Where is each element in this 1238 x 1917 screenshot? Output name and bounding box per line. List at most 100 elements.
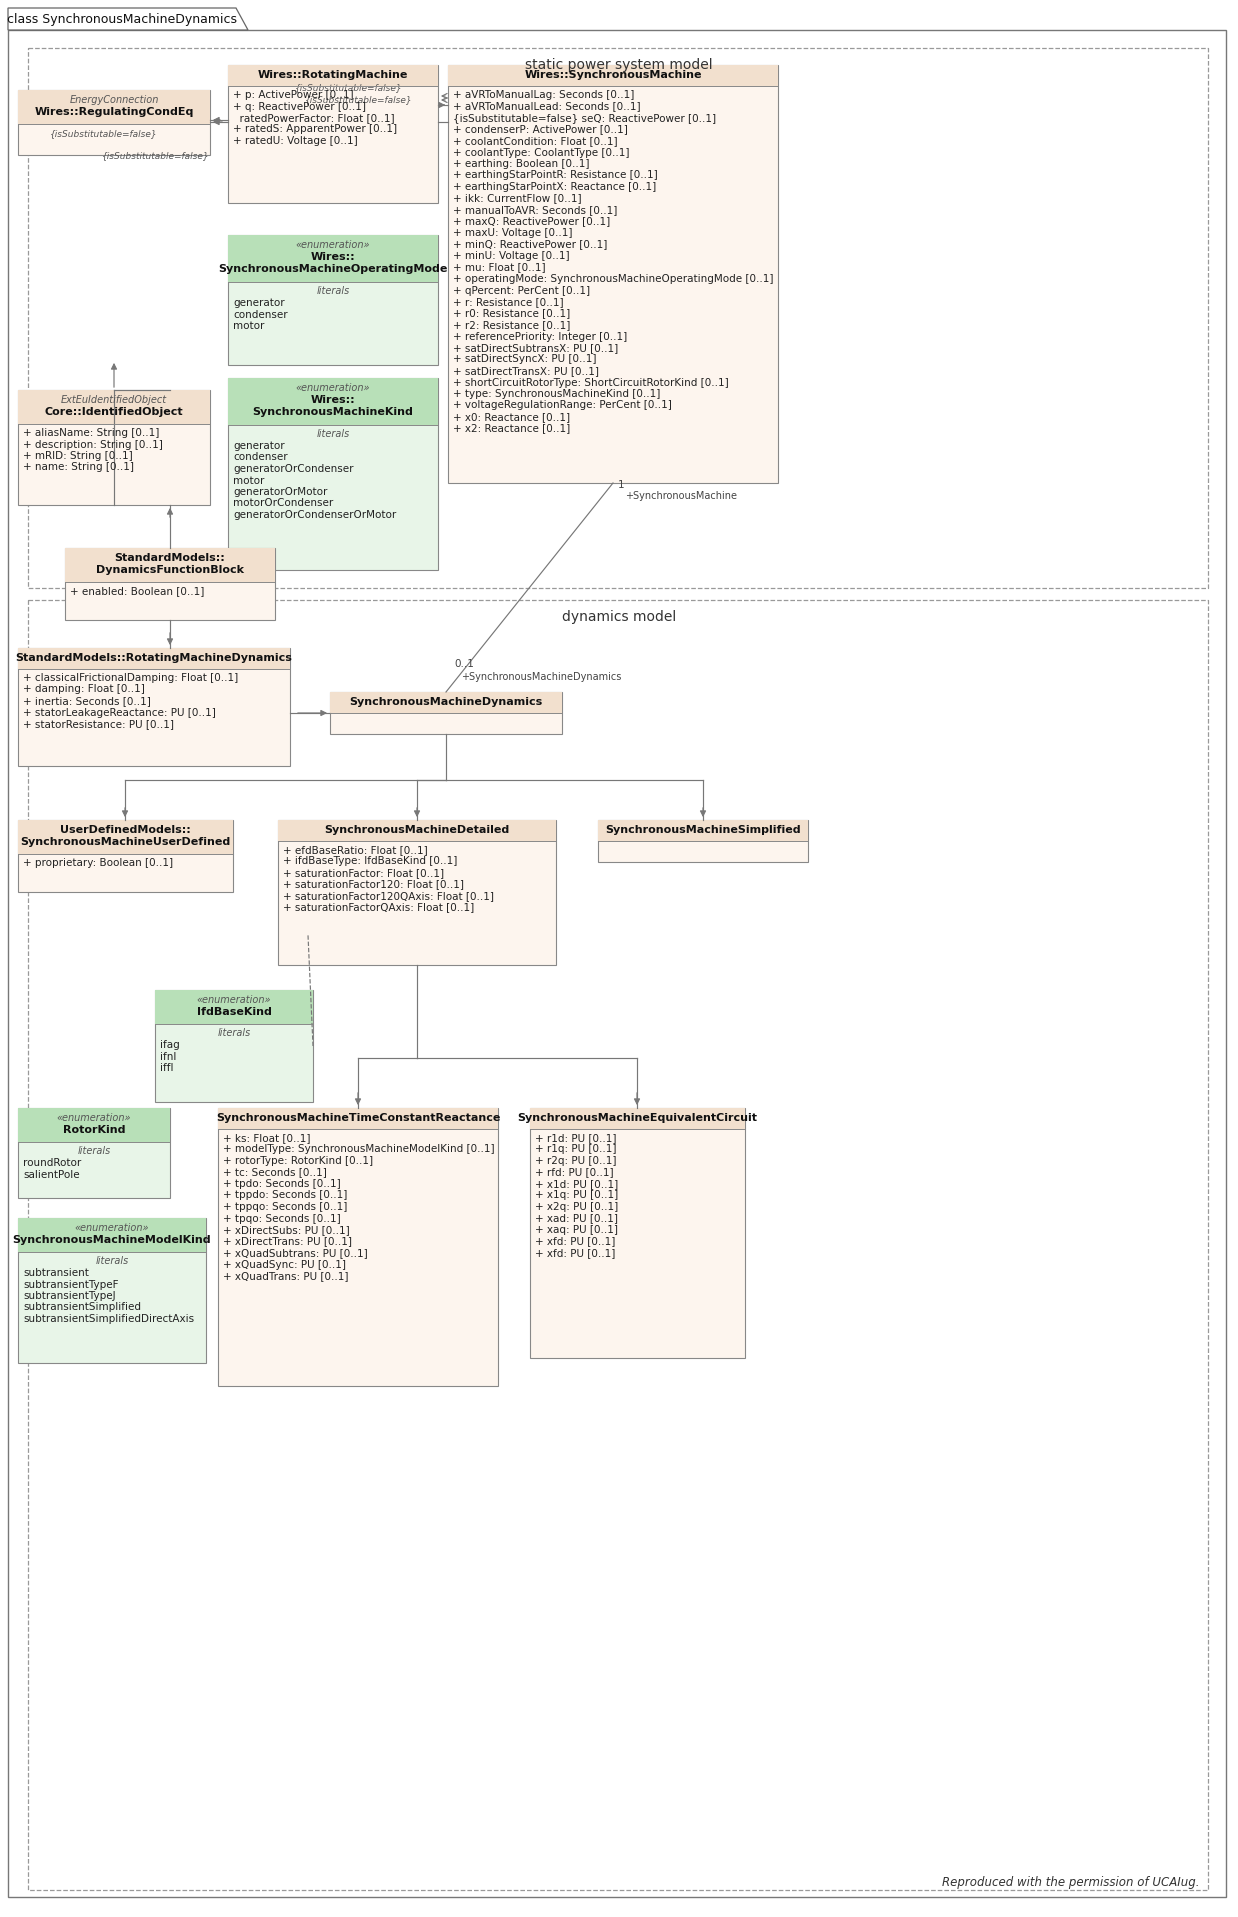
Text: + x0: Reactance [0..1]: + x0: Reactance [0..1] [453,412,571,422]
Bar [448,65,777,483]
Text: SynchronousMachineEquivalentCircuit: SynchronousMachineEquivalentCircuit [517,1114,758,1123]
Text: subtransientTypeF: subtransientTypeF [24,1279,119,1290]
Text: roundRotor: roundRotor [24,1158,82,1167]
Text: literals: literals [95,1256,129,1265]
Text: {isSubstitutable=false} seQ: ReactivePower [0..1]: {isSubstitutable=false} seQ: ReactivePow… [453,113,716,123]
Bar [66,548,275,619]
Text: + coolantType: CoolantType [0..1]: + coolantType: CoolantType [0..1] [453,148,629,157]
Text: + saturationFactorQAxis: Float [0..1]: + saturationFactorQAxis: Float [0..1] [284,903,474,912]
Text: + inertia: Seconds [0..1]: + inertia: Seconds [0..1] [24,696,151,705]
Text: SynchronousMachineModelKind: SynchronousMachineModelKind [12,1235,212,1244]
Text: + xQuadSubtrans: PU [0..1]: + xQuadSubtrans: PU [0..1] [223,1248,368,1258]
Text: + xfd: PU [0..1]: + xfd: PU [0..1] [535,1236,615,1246]
Text: {isSubstitutable=false}: {isSubstitutable=false} [102,151,209,159]
Text: {isSubstitutable=false}: {isSubstitutable=false} [295,82,402,92]
Text: Wires::RegulatingCondEq: Wires::RegulatingCondEq [35,107,193,117]
Bar [228,65,438,203]
Bar [19,389,210,504]
Text: Wires::SynchronousMachine: Wires::SynchronousMachine [524,71,702,81]
Text: + statorLeakageReactance: PU [0..1]: + statorLeakageReactance: PU [0..1] [24,707,215,717]
Text: condenser: condenser [233,309,287,320]
Bar [19,389,210,424]
Text: + saturationFactor120QAxis: Float [0..1]: + saturationFactor120QAxis: Float [0..1] [284,891,494,901]
Bar [155,989,313,1102]
Bar [19,1217,206,1252]
Text: + satDirectSyncX: PU [0..1]: + satDirectSyncX: PU [0..1] [453,355,597,364]
Text: literals: literals [317,429,349,439]
Text: 0..1: 0..1 [454,659,474,669]
Text: + aVRToManualLag: Seconds [0..1]: + aVRToManualLag: Seconds [0..1] [453,90,634,100]
Bar [448,65,777,86]
Text: «enumeration»: «enumeration» [296,240,370,249]
Text: + q: ReactivePower [0..1]: + q: ReactivePower [0..1] [233,102,366,111]
Text: + mRID: String [0..1]: + mRID: String [0..1] [24,450,132,460]
Text: + tpdo: Seconds [0..1]: + tpdo: Seconds [0..1] [223,1179,340,1189]
Text: + aVRToManualLead: Seconds [0..1]: + aVRToManualLead: Seconds [0..1] [453,102,640,111]
Text: + xQuadTrans: PU [0..1]: + xQuadTrans: PU [0..1] [223,1271,349,1281]
Text: + qPercent: PerCent [0..1]: + qPercent: PerCent [0..1] [453,286,591,295]
Text: + ratedS: ApparentPower [0..1]: + ratedS: ApparentPower [0..1] [233,125,397,134]
Bar [218,1108,498,1386]
Text: + rotorType: RotorKind [0..1]: + rotorType: RotorKind [0..1] [223,1156,373,1166]
Text: + ks: Float [0..1]: + ks: Float [0..1] [223,1133,311,1143]
Bar [228,236,438,364]
Text: subtransientSimplified: subtransientSimplified [24,1302,141,1313]
Bar [598,820,808,863]
Text: + minQ: ReactivePower [0..1]: + minQ: ReactivePower [0..1] [453,240,608,249]
Text: Wires::
SynchronousMachineKind: Wires:: SynchronousMachineKind [253,395,413,416]
Text: SynchronousMachineDynamics: SynchronousMachineDynamics [349,698,542,707]
Bar [530,1108,745,1129]
Text: ExtEuIdentifiedObject: ExtEuIdentifiedObject [61,395,167,404]
Text: subtransientTypeJ: subtransientTypeJ [24,1290,115,1302]
Text: StandardModels::RotatingMachineDynamics: StandardModels::RotatingMachineDynamics [16,654,292,663]
Bar [530,1108,745,1357]
Text: motor: motor [233,475,265,485]
Text: dynamics model: dynamics model [562,610,676,625]
Bar [228,378,438,426]
Text: static power system model: static power system model [525,58,713,73]
Text: generator: generator [233,297,285,309]
Text: ifnl: ifnl [160,1052,176,1062]
Text: + ifdBaseType: IfdBaseKind [0..1]: + ifdBaseType: IfdBaseKind [0..1] [284,857,457,866]
Text: + type: SynchronousMachineKind [0..1]: + type: SynchronousMachineKind [0..1] [453,389,660,399]
Bar [19,90,210,125]
Text: + earthingStarPointX: Reactance [0..1]: + earthingStarPointX: Reactance [0..1] [453,182,656,192]
Text: + maxQ: ReactivePower [0..1]: + maxQ: ReactivePower [0..1] [453,217,610,226]
Text: + damping: Float [0..1]: + damping: Float [0..1] [24,684,145,694]
Bar [19,648,290,669]
Text: + xDirectTrans: PU [0..1]: + xDirectTrans: PU [0..1] [223,1236,352,1246]
Bar [19,648,290,767]
Text: literals: literals [317,286,349,295]
Text: «enumeration»: «enumeration» [197,995,271,1005]
Text: motor: motor [233,320,265,332]
Bar [228,65,438,86]
Text: + manualToAVR: Seconds [0..1]: + manualToAVR: Seconds [0..1] [453,205,618,215]
Bar [19,820,233,891]
Text: + classicalFrictionalDamping: Float [0..1]: + classicalFrictionalDamping: Float [0..… [24,673,238,682]
Bar [19,1108,170,1198]
Text: + modelType: SynchronousMachineModelKind [0..1]: + modelType: SynchronousMachineModelKind… [223,1144,495,1154]
Text: + operatingMode: SynchronousMachineOperatingMode [0..1]: + operatingMode: SynchronousMachineOpera… [453,274,774,284]
Text: + tppdo: Seconds [0..1]: + tppdo: Seconds [0..1] [223,1190,348,1200]
Text: StandardModels::
DynamicsFunctionBlock: StandardModels:: DynamicsFunctionBlock [97,552,244,575]
Text: + xQuadSync: PU [0..1]: + xQuadSync: PU [0..1] [223,1259,345,1269]
Text: + minU: Voltage [0..1]: + minU: Voltage [0..1] [453,251,569,261]
Bar [279,820,556,842]
Text: + earthing: Boolean [0..1]: + earthing: Boolean [0..1] [453,159,589,169]
Text: + ratedU: Voltage [0..1]: + ratedU: Voltage [0..1] [233,136,358,146]
Text: + coolantCondition: Float [0..1]: + coolantCondition: Float [0..1] [453,136,618,146]
Text: + aliasName: String [0..1]: + aliasName: String [0..1] [24,427,160,437]
Text: + efdBaseRatio: Float [0..1]: + efdBaseRatio: Float [0..1] [284,845,428,855]
Text: UserDefinedModels::
SynchronousMachineUserDefined: UserDefinedModels:: SynchronousMachineUs… [20,824,230,847]
Text: EnergyConnection: EnergyConnection [69,96,158,105]
Bar [218,1108,498,1129]
Text: salientPole: salientPole [24,1169,79,1179]
Text: + xfd: PU [0..1]: + xfd: PU [0..1] [535,1248,615,1258]
Bar [19,1217,206,1363]
Text: + r0: Resistance [0..1]: + r0: Resistance [0..1] [453,309,571,318]
Text: + x1q: PU [0..1]: + x1q: PU [0..1] [535,1190,618,1200]
Text: + r2q: PU [0..1]: + r2q: PU [0..1] [535,1156,617,1166]
Text: IfdBaseKind: IfdBaseKind [197,1006,271,1018]
Text: + x2: Reactance [0..1]: + x2: Reactance [0..1] [453,424,571,433]
Text: + p: ActivePower [0..1]: + p: ActivePower [0..1] [233,90,354,100]
